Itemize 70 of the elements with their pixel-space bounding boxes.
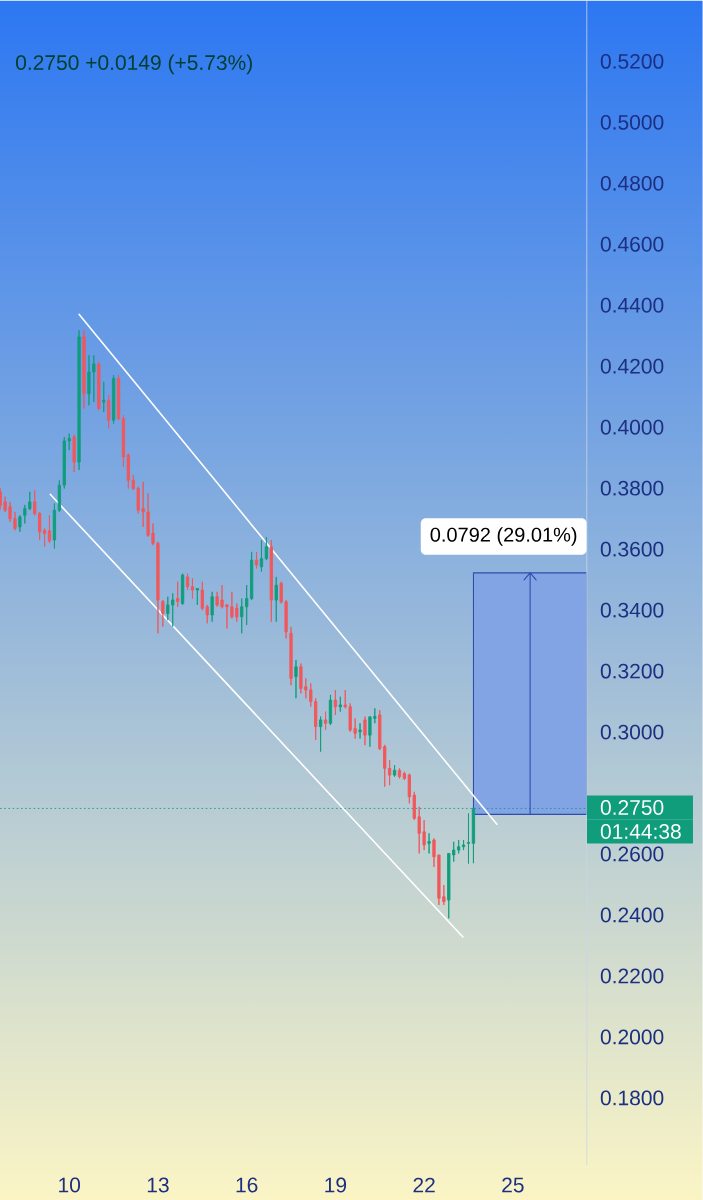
candlestick	[181, 573, 185, 606]
candlestick	[52, 502, 57, 549]
y-tick-label: 0.3400	[600, 602, 664, 618]
candlestick	[358, 722, 362, 739]
candlestick	[121, 414, 126, 468]
y-tick-label: 0.4800	[600, 175, 664, 191]
x-tick-label: 22	[413, 1177, 435, 1193]
candlestick	[47, 514, 52, 544]
candlestick	[328, 694, 333, 726]
y-tick-label: 0.2400	[600, 907, 664, 923]
candlestick	[43, 527, 47, 548]
candlestick	[338, 696, 343, 713]
y-tick-label: 0.1800	[600, 1090, 664, 1106]
y-tick-label: 0.3600	[600, 541, 664, 557]
candlestick	[107, 394, 111, 429]
candlestick	[112, 374, 116, 424]
y-tick-label: 0.3000	[600, 724, 664, 740]
text: 0.2750 +0.0149 (+5.73%)	[16, 54, 253, 75]
candlestick	[186, 573, 190, 591]
candlestick	[190, 577, 195, 599]
y-tick-label: 0.2000	[600, 1029, 664, 1045]
candlestick	[161, 599, 165, 628]
candlestick	[269, 539, 274, 623]
x-tick-label: 19	[325, 1177, 347, 1193]
candlestick	[324, 711, 328, 731]
band-label: 0.0792 (29.01%)	[430, 527, 577, 546]
candlestick	[397, 767, 402, 779]
y-tick-label: 0.4200	[600, 358, 664, 374]
y-tick-label: 0.2200	[600, 968, 664, 984]
candlestick	[402, 771, 407, 781]
candlestick	[97, 361, 101, 411]
y-tick-label: 0.5000	[600, 114, 664, 130]
x-tick-label: 16	[236, 1177, 258, 1193]
candlestick	[176, 581, 180, 608]
candlestick	[72, 434, 76, 473]
y-tick-label: 0.3200	[600, 663, 664, 679]
candlestick	[294, 659, 298, 699]
x-tick-label: 13	[147, 1177, 169, 1193]
candlestick	[462, 839, 466, 851]
candlestick	[117, 374, 121, 421]
y-tick-label: 0.3800	[600, 480, 664, 496]
candlestick	[195, 588, 200, 606]
y-tick-label: 0.2600	[600, 846, 664, 862]
candlestick	[250, 551, 254, 601]
annotation: 01:44:38	[600, 824, 681, 839]
candlestick	[333, 689, 338, 716]
candlestick	[210, 591, 214, 623]
x-tick-label: 10	[59, 1177, 81, 1193]
candlestick	[466, 813, 471, 864]
x-tick-label: 25	[502, 1177, 524, 1193]
candlestick	[363, 716, 367, 746]
candlestick	[255, 551, 259, 569]
ref-line-label: 0.2750	[600, 800, 664, 815]
candlestick	[77, 329, 81, 471]
candlestick	[259, 539, 264, 573]
candlestick	[82, 329, 86, 410]
candlestick	[289, 626, 293, 686]
y-tick-label: 0.5200	[600, 53, 664, 69]
candlestick	[319, 716, 323, 753]
y-tick-label: 0.4600	[600, 236, 664, 252]
candlestick	[471, 807, 476, 864]
y-tick-label: 0.4400	[600, 297, 664, 313]
candlestick	[264, 536, 269, 561]
y-tick-label: 0.4000	[600, 419, 664, 435]
candlestick	[274, 576, 278, 623]
candlestick	[18, 514, 22, 533]
candlestick	[393, 764, 397, 778]
candlestick	[102, 381, 106, 413]
candlestick	[126, 452, 131, 489]
candlestick	[427, 832, 431, 854]
